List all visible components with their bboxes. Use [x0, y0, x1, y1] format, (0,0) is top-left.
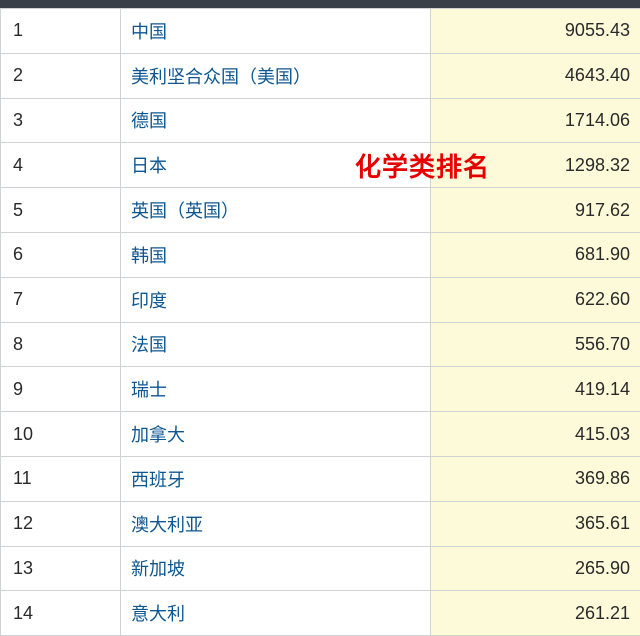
- header-bar: [0, 0, 640, 8]
- rank-cell: 5: [1, 188, 121, 233]
- country-link[interactable]: 澳大利亚: [131, 515, 203, 535]
- rank-cell: 8: [1, 322, 121, 367]
- value-cell: 261.21: [431, 591, 640, 636]
- country-link[interactable]: 美利坚合众国（美国）: [131, 67, 311, 87]
- country-link[interactable]: 德国: [131, 111, 167, 131]
- table-row: 8 法国 556.70: [1, 322, 640, 367]
- country-link[interactable]: 加拿大: [131, 425, 185, 445]
- table-row: 10 加拿大 415.03: [1, 412, 640, 457]
- rank-cell: 9: [1, 367, 121, 412]
- rank-cell: 3: [1, 98, 121, 143]
- table-container: 1 中国 9055.43 2 美利坚合众国（美国） 4643.40 3 德国 1714.06 4日…: [0, 0, 640, 636]
- country-link[interactable]: 韩国: [131, 246, 167, 266]
- rank-cell: 7: [1, 277, 121, 322]
- table-row: 3 德国 1714.06: [1, 98, 640, 143]
- value-cell: 1298.32: [431, 143, 640, 188]
- rank-cell: 14: [1, 591, 121, 636]
- table-row: 2 美利坚合众国（美国） 4643.40: [1, 53, 640, 98]
- value-cell: 4643.40: [431, 53, 640, 98]
- table-row: 7 印度 622.60: [1, 277, 640, 322]
- rank-cell: 2: [1, 53, 121, 98]
- table-row: 4 日本 1298.32: [1, 143, 640, 188]
- country-cell: 中国: [121, 9, 431, 54]
- value-cell: 265.90: [431, 546, 640, 591]
- value-cell: 9055.43: [431, 9, 640, 54]
- country-cell: 日本: [121, 143, 431, 188]
- value-cell: 365.61: [431, 501, 640, 546]
- table-row: 1 中国 9055.43: [1, 9, 640, 54]
- table-row: 11 西班牙 369.86: [1, 456, 640, 501]
- country-cell: 德国: [121, 98, 431, 143]
- table-row: 12 澳大利亚 365.61: [1, 501, 640, 546]
- country-link[interactable]: 新加坡: [131, 559, 185, 579]
- table-row: 14 意大利 261.21: [1, 591, 640, 636]
- table-row: 9 瑞士 419.14: [1, 367, 640, 412]
- country-cell: 英国（英国）: [121, 188, 431, 233]
- country-link[interactable]: 意大利: [131, 604, 185, 624]
- country-cell: 新加坡: [121, 546, 431, 591]
- country-cell: 意大利: [121, 591, 431, 636]
- rank-cell: 13: [1, 546, 121, 591]
- country-cell: 加拿大: [121, 412, 431, 457]
- country-link[interactable]: 西班牙: [131, 470, 185, 490]
- country-cell: 澳大利亚: [121, 501, 431, 546]
- value-cell: 917.62: [431, 188, 640, 233]
- country-cell: 韩国: [121, 232, 431, 277]
- value-cell: 369.86: [431, 456, 640, 501]
- table-row: 13 新加坡 265.90: [1, 546, 640, 591]
- table-row: 6 韩国 681.90: [1, 232, 640, 277]
- country-link[interactable]: 印度: [131, 291, 167, 311]
- country-cell: 印度: [121, 277, 431, 322]
- country-link[interactable]: 瑞士: [131, 380, 167, 400]
- country-link[interactable]: 日本: [131, 156, 167, 176]
- rank-cell: 12: [1, 501, 121, 546]
- country-cell: 瑞士: [121, 367, 431, 412]
- value-cell: 415.03: [431, 412, 640, 457]
- rank-cell: 10: [1, 412, 121, 457]
- country-link[interactable]: 中国: [131, 22, 167, 42]
- value-cell: 1714.06: [431, 98, 640, 143]
- ranking-table: 1 中国 9055.43 2 美利坚合众国（美国） 4643.40 3 德国 1714.06 4日…: [0, 8, 640, 636]
- table-body: 1 中国 9055.43 2 美利坚合众国（美国） 4643.40 3 德国 1714.06 4日…: [1, 9, 640, 636]
- value-cell: 622.60: [431, 277, 640, 322]
- country-cell: 美利坚合众国（美国）: [121, 53, 431, 98]
- table-row: 5 英国（英国） 917.62: [1, 188, 640, 233]
- country-link[interactable]: 法国: [131, 335, 167, 355]
- rank-cell: 4: [1, 143, 121, 188]
- value-cell: 419.14: [431, 367, 640, 412]
- rank-cell: 6: [1, 232, 121, 277]
- rank-cell: 1: [1, 9, 121, 54]
- country-cell: 西班牙: [121, 456, 431, 501]
- value-cell: 556.70: [431, 322, 640, 367]
- value-cell: 681.90: [431, 232, 640, 277]
- country-link[interactable]: 英国（英国）: [131, 201, 239, 221]
- rank-cell: 11: [1, 456, 121, 501]
- country-cell: 法国: [121, 322, 431, 367]
